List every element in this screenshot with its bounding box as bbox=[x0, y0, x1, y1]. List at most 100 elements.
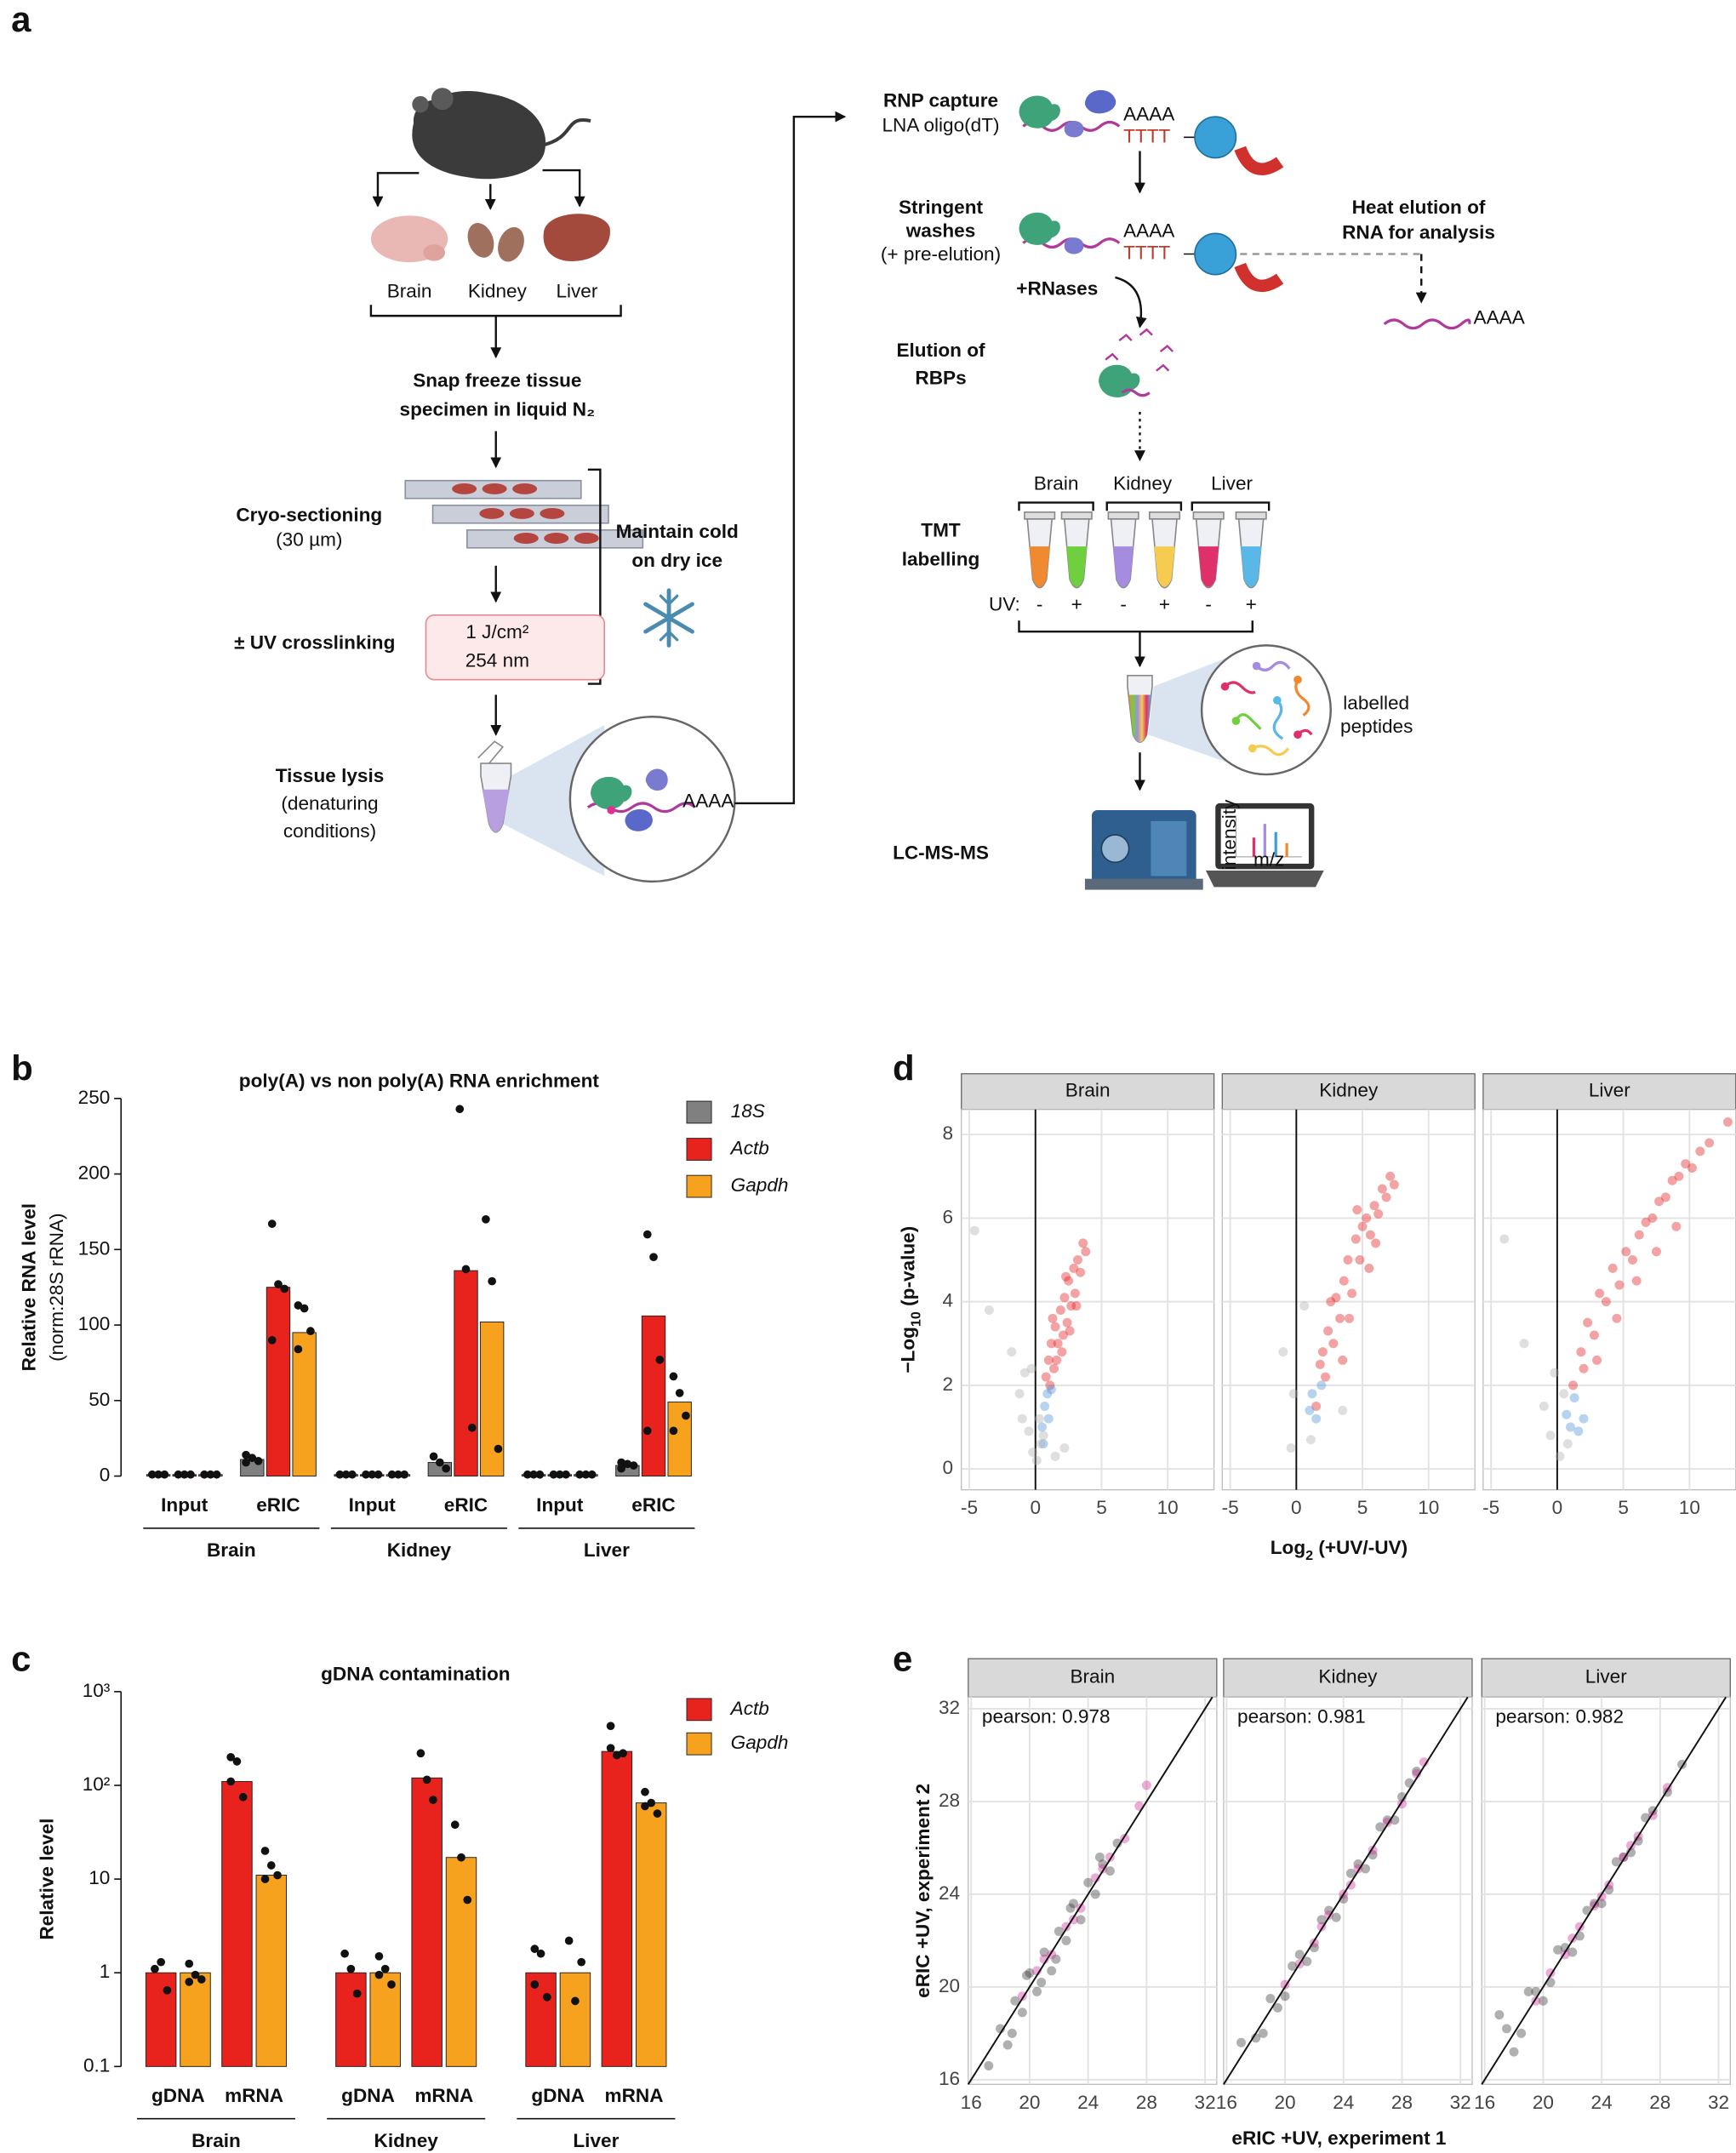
identity-line bbox=[1223, 1696, 1469, 2085]
point bbox=[1040, 1401, 1050, 1411]
mass-spec-icon bbox=[1151, 820, 1187, 877]
point bbox=[1519, 1339, 1529, 1349]
point bbox=[1338, 1355, 1348, 1365]
bar bbox=[255, 1875, 288, 2067]
point bbox=[1045, 1380, 1055, 1391]
y-tick-label: 24 bbox=[939, 1882, 960, 1904]
mass-spec-icon bbox=[1084, 878, 1203, 890]
workflow-diagram: Brain Kidney Liver Snap freeze tissue sp… bbox=[234, 88, 1526, 890]
replicate-dot bbox=[669, 1372, 678, 1381]
legend-swatch bbox=[686, 1138, 712, 1161]
point bbox=[1499, 1234, 1510, 1244]
point bbox=[1010, 1996, 1020, 2006]
slide-icon bbox=[513, 533, 539, 544]
y-tick-label: 0.1 bbox=[83, 2054, 110, 2076]
x-tick-label: 32 bbox=[1195, 2092, 1216, 2113]
step-label: RNA for analysis bbox=[1342, 221, 1495, 243]
x-tick-label: 5 bbox=[1096, 1497, 1107, 1518]
point bbox=[1288, 1961, 1298, 1971]
zoom-circle bbox=[568, 716, 736, 883]
point bbox=[1032, 1986, 1042, 1996]
replicate-dot bbox=[254, 1456, 263, 1465]
legend-swatch bbox=[686, 1174, 712, 1198]
point bbox=[1265, 1994, 1276, 2003]
point bbox=[1305, 1435, 1316, 1445]
replicate-dot bbox=[617, 1464, 625, 1473]
snowflake-icon bbox=[643, 588, 694, 648]
point bbox=[1331, 1912, 1341, 1922]
replicate-dot bbox=[266, 1861, 276, 1870]
replicate-dot bbox=[467, 1423, 477, 1432]
point bbox=[984, 1305, 994, 1315]
replicate-dot bbox=[463, 1895, 472, 1905]
rna-icon bbox=[1383, 318, 1471, 330]
y-tick-label: 2 bbox=[942, 1373, 953, 1395]
y-tick-label: 10³ bbox=[83, 1680, 111, 1701]
replicate-dot bbox=[340, 1949, 349, 1958]
replicate-dot bbox=[185, 1978, 194, 1986]
point bbox=[1369, 1201, 1379, 1211]
zoom-circle bbox=[591, 776, 632, 810]
point bbox=[1681, 1159, 1691, 1169]
organ-icon bbox=[498, 226, 524, 262]
replicate-dot bbox=[613, 1750, 621, 1760]
point bbox=[984, 2061, 994, 2071]
replicate-dot bbox=[450, 1820, 460, 1830]
step-label: (30 µm) bbox=[276, 529, 342, 551]
step-label: Heat elution of bbox=[1352, 197, 1486, 218]
point bbox=[1070, 1288, 1080, 1299]
replicate-dot bbox=[387, 1980, 396, 1989]
panel-label: d bbox=[893, 1048, 915, 1088]
peptide-circle bbox=[1294, 678, 1311, 717]
replicate-dot bbox=[494, 1444, 503, 1453]
rnp-capture-icon bbox=[1084, 89, 1116, 114]
step-label: labelling bbox=[902, 548, 980, 569]
laptop-icon bbox=[1205, 870, 1324, 888]
replicate-dot bbox=[606, 1722, 615, 1731]
replicate-dot bbox=[374, 1970, 384, 1979]
replicate-dot bbox=[300, 1304, 309, 1313]
poly-a-label: AAAA bbox=[1123, 220, 1175, 242]
point bbox=[1687, 1162, 1697, 1173]
y-axis-label: Relative level bbox=[37, 1819, 58, 1940]
bar bbox=[635, 1802, 667, 2067]
y-tick-label: 0 bbox=[100, 1465, 111, 1486]
point bbox=[1280, 1991, 1290, 2002]
point bbox=[1299, 1301, 1310, 1311]
x-tick-label: 16 bbox=[1216, 2092, 1237, 2113]
rnp-capture-icon bbox=[1019, 89, 1284, 175]
point bbox=[1562, 1439, 1573, 1449]
x-tick-label: eRIC bbox=[631, 1494, 675, 1516]
bar bbox=[559, 1972, 591, 2067]
point bbox=[1050, 1451, 1060, 1461]
facet-strip bbox=[968, 1658, 1218, 1698]
step-label: Elution of bbox=[896, 340, 985, 361]
replicate-dot bbox=[368, 1470, 377, 1479]
y-tick-label: 28 bbox=[939, 1790, 960, 1811]
point bbox=[969, 1225, 979, 1236]
step-label: specimen in liquid N₂ bbox=[400, 398, 596, 420]
replicate-dot bbox=[536, 1949, 545, 1958]
point bbox=[1288, 1389, 1299, 1399]
step-label: +RNases bbox=[1016, 277, 1098, 299]
tissue-label: Kidney bbox=[468, 281, 528, 302]
tube-cap bbox=[1148, 511, 1181, 520]
point bbox=[1579, 1363, 1589, 1373]
point bbox=[1036, 1977, 1047, 1987]
replicate-dot bbox=[380, 1964, 390, 1973]
replicate-dot bbox=[260, 1875, 270, 1883]
x-tick-label: 28 bbox=[1391, 2092, 1413, 2113]
replicate-dot bbox=[341, 1470, 351, 1479]
y-tick-label: 50 bbox=[89, 1389, 110, 1410]
facet-label: Kidney bbox=[1318, 1666, 1378, 1688]
point bbox=[1026, 1363, 1036, 1373]
axis-label-part: (+UV/-UV) bbox=[1313, 1537, 1408, 1558]
dose-label: 254 nm bbox=[465, 650, 529, 671]
peptide-circle bbox=[1224, 681, 1256, 694]
x-tick-label: 24 bbox=[1077, 2092, 1099, 2113]
slide-icon bbox=[509, 508, 534, 519]
bar bbox=[601, 1750, 633, 2067]
replicate-dot bbox=[549, 1470, 558, 1479]
point bbox=[1331, 1293, 1341, 1303]
peptide-circle bbox=[1231, 717, 1241, 725]
